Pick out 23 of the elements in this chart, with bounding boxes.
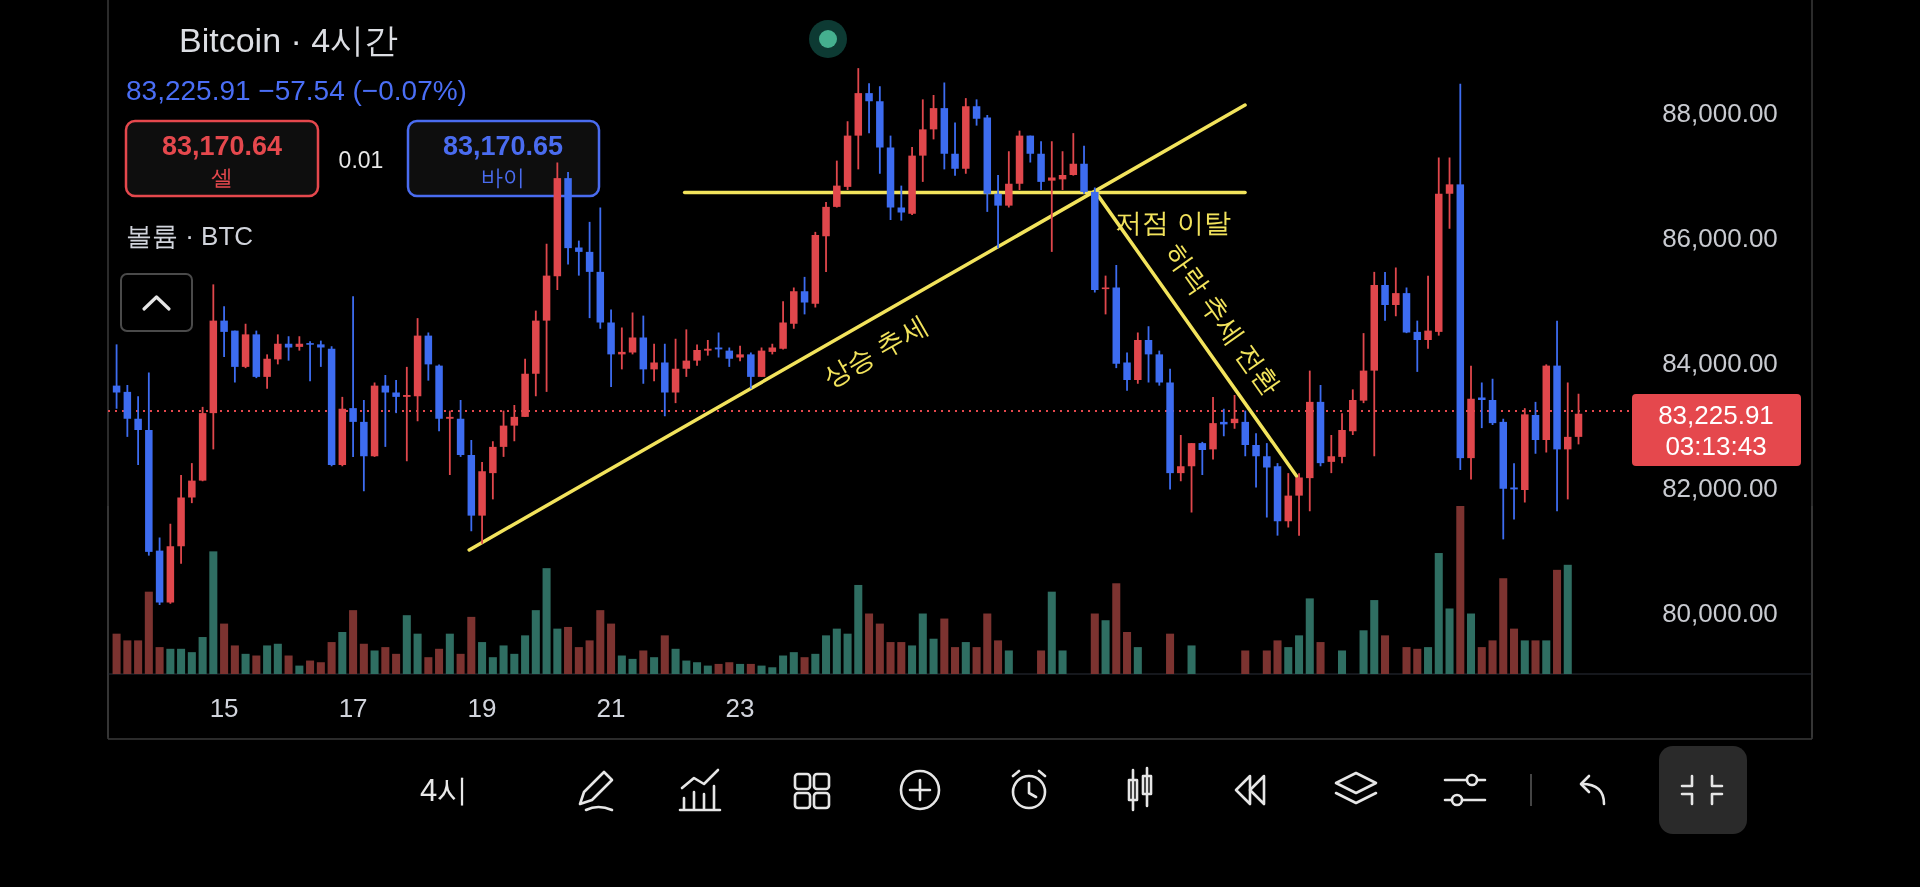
chart-title: 볼륨 · BTC bbox=[126, 221, 254, 251]
annotation: 83,170.65 bbox=[442, 131, 564, 161]
text: 83,225.91 −57.54 (−0.07%) bbox=[126, 74, 467, 106]
y-tick-label: 84,000.00 bbox=[1662, 347, 1778, 378]
ref-line-label: 83,225.91 03:13:43 bbox=[1658, 399, 1774, 461]
y-tick-label: 82,000.00 bbox=[1662, 472, 1778, 503]
annotation: 0.01 bbox=[338, 147, 384, 173]
y-tick-label: 80,000.00 bbox=[1662, 597, 1778, 628]
text: 4시 bbox=[419, 772, 469, 808]
y-tick-label: 88,000.00 bbox=[1662, 97, 1778, 128]
y-tick-label: 86,000.00 bbox=[1662, 222, 1778, 253]
x-tick-label: 19 bbox=[467, 693, 497, 723]
x-tick-label: 21 bbox=[596, 693, 626, 723]
annotation: 상승 추세 bbox=[818, 309, 934, 394]
x-tick-label: 23 bbox=[725, 693, 755, 723]
annotation: 83,170.64 bbox=[161, 131, 283, 161]
annotation: 저점 이탈 bbox=[1115, 207, 1231, 238]
x-tick-label: 15 bbox=[209, 693, 239, 723]
x-tick-label: 17 bbox=[338, 693, 368, 723]
annotation: 하락 추세 전환 bbox=[1159, 238, 1286, 401]
annotation: 셀 bbox=[211, 164, 233, 190]
text: Bitcoin · 4시간 bbox=[179, 21, 399, 59]
annotation: 바이 bbox=[481, 164, 525, 190]
